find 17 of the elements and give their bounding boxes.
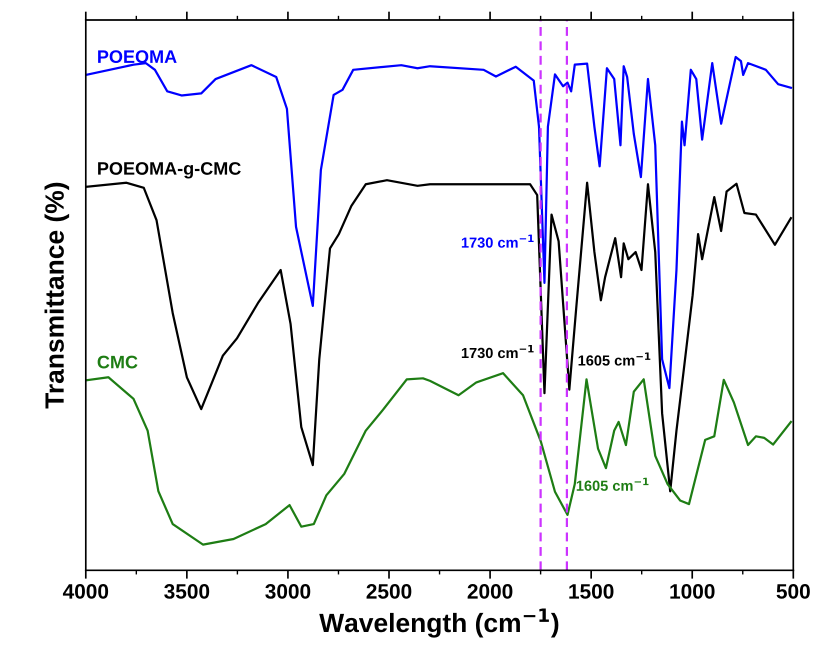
- x-tick-label: 3500: [164, 584, 210, 599]
- x-tick-label: 4000: [62, 584, 108, 599]
- annotation: 1730 cm$^{−1}$: [462, 344, 534, 358]
- series-label: POEOMA: [98, 50, 177, 64]
- annotation: 1605 cm$^{−1}$: [576, 478, 649, 491]
- series-label: POEOMA-g-CMC: [98, 162, 241, 179]
- x-tick-label: 3000: [265, 584, 310, 599]
- annotation: 1730 cm$^{−1}$: [462, 234, 534, 248]
- x-tick-label: 1500: [569, 584, 614, 599]
- y-axis-title: Transmittance (%): [44, 182, 70, 408]
- x-axis-title: Wavelength (cm$^{−1}$): [319, 608, 558, 638]
- series-label: CMC: [98, 356, 138, 368]
- x-tick-label: 1000: [670, 584, 715, 599]
- x-tick-label: 2000: [468, 584, 512, 599]
- annotation: 1605 cm$^{−1}$: [578, 352, 650, 366]
- x-tick-label: 500: [776, 584, 810, 599]
- x-tick-label: 2500: [366, 584, 412, 599]
